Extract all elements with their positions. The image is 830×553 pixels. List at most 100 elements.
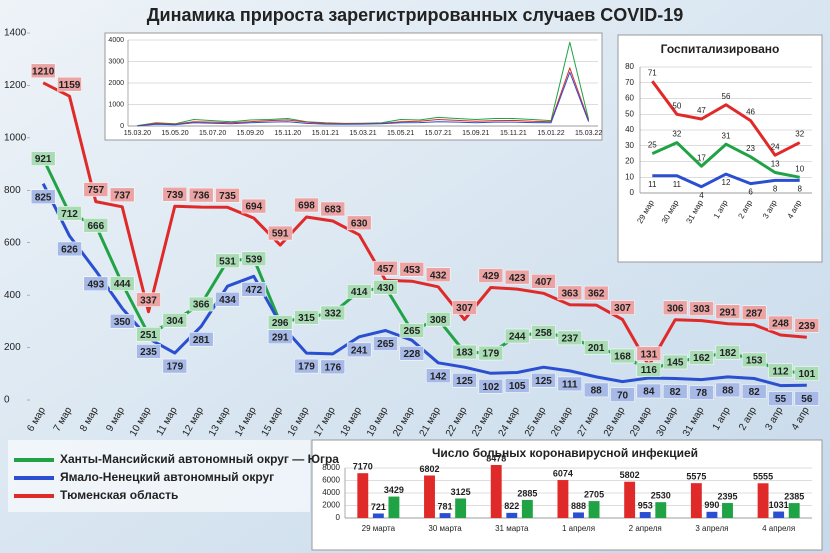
x-tick-label: 31 марта <box>495 524 529 533</box>
label-bg <box>557 285 583 301</box>
label-bg <box>136 326 161 342</box>
data-label: 2885 <box>517 488 537 498</box>
bar <box>439 513 451 518</box>
label-bg <box>425 368 451 384</box>
y-tick-label: 70 <box>625 78 634 87</box>
x-tick-label: 15.03.22 <box>575 130 602 137</box>
label-bg <box>636 362 662 377</box>
y-tick-label: 20 <box>625 157 634 166</box>
legend-panel <box>8 440 310 512</box>
y-tick-label: 1000 <box>4 132 27 143</box>
data-label: 953 <box>638 500 653 510</box>
data-label: 444 <box>114 279 131 290</box>
label-bg <box>215 188 240 203</box>
data-label: 179 <box>166 362 183 373</box>
data-label: 11 <box>673 180 682 189</box>
x-tick-label: 15.07.20 <box>199 130 226 137</box>
bar <box>655 502 667 518</box>
label-bg <box>109 314 135 329</box>
x-tick-label: 15.01.21 <box>312 130 339 137</box>
data-label: 24 <box>771 142 780 151</box>
y-tick-label: 40 <box>625 125 634 134</box>
data-label: 153 <box>746 356 763 367</box>
label-bg <box>662 354 688 370</box>
y-tick-label: 30 <box>625 141 634 150</box>
label-bg <box>689 385 714 400</box>
data-label: 362 <box>588 289 605 300</box>
data-label: 825 <box>35 192 52 203</box>
data-label: 84 <box>643 387 655 398</box>
x-tick-label: 4 апреля <box>762 524 795 533</box>
x-tick-label: 3 апреля <box>695 524 728 533</box>
data-label: 11 <box>648 180 657 189</box>
x-tick-label: 15.05.20 <box>161 130 188 137</box>
label-bg <box>610 300 635 315</box>
series-line <box>652 172 800 189</box>
data-label: 47 <box>697 106 706 115</box>
label-bg <box>715 345 741 360</box>
data-label: 2385 <box>784 491 804 501</box>
y-tick-label: 600 <box>4 237 21 248</box>
label-bg <box>531 274 556 289</box>
data-label: 10 <box>795 164 804 173</box>
data-label: 183 <box>456 348 473 359</box>
label-bg <box>794 318 820 333</box>
data-label: 6802 <box>419 464 439 474</box>
data-label: 31 <box>722 131 731 140</box>
y-tick-label: 60 <box>625 94 634 103</box>
label-bg <box>610 387 635 402</box>
data-label: 739 <box>166 190 183 201</box>
label-bg <box>188 332 214 347</box>
data-label: 337 <box>140 295 157 306</box>
chart-title: Число больных коронавирусной инфекцией <box>432 446 698 460</box>
legend-label: Тюменская область <box>60 488 178 502</box>
x-tick-label: 15.03.20 <box>124 130 151 137</box>
label-bg <box>136 292 161 307</box>
label-bg <box>320 305 346 321</box>
data-label: 1210 <box>32 66 55 77</box>
data-label: 296 <box>272 318 289 329</box>
series-line <box>42 81 807 368</box>
y-tick-label: 4000 <box>108 37 124 44</box>
bar <box>506 512 518 518</box>
label-bg <box>109 187 135 203</box>
data-label: 82 <box>749 387 761 398</box>
data-label: 111 <box>562 380 578 391</box>
data-label: 721 <box>371 502 386 512</box>
data-label: 434 <box>219 295 236 306</box>
label-bg <box>504 378 530 393</box>
data-label: 201 <box>588 343 605 354</box>
label-bg <box>399 345 425 361</box>
bar <box>490 465 502 518</box>
label-bg <box>346 215 372 231</box>
data-label: 363 <box>561 288 578 299</box>
label-bg <box>373 260 398 276</box>
bar <box>455 498 467 518</box>
data-label: 179 <box>298 362 315 373</box>
x-tick-label: 15.11.21 <box>500 130 527 137</box>
legend-label: Ямало-Ненецкий автономный округ <box>60 470 274 484</box>
label-bg <box>504 328 530 344</box>
label-bg <box>557 330 583 346</box>
data-label: 2395 <box>717 491 737 501</box>
data-label: 5575 <box>686 472 706 482</box>
label-bg <box>452 300 477 315</box>
x-tick-label: 15.07.21 <box>425 130 452 137</box>
label-bg <box>373 280 398 295</box>
data-label: 291 <box>719 307 736 318</box>
data-label: 235 <box>140 347 157 358</box>
data-label: 414 <box>351 287 368 298</box>
x-tick-label: 15.05.21 <box>387 130 414 137</box>
label-bg <box>557 376 583 392</box>
data-label: 757 <box>87 185 104 196</box>
x-tick-label: 15.09.20 <box>237 130 264 137</box>
label-bg <box>636 383 662 399</box>
data-label: 8 <box>797 185 802 194</box>
data-label: 4 <box>699 191 704 200</box>
x-tick-label: 15.03.21 <box>349 130 376 137</box>
bar <box>588 501 600 518</box>
data-label: 1031 <box>769 500 789 510</box>
data-label: 457 <box>377 264 394 275</box>
data-label: 630 <box>351 218 368 229</box>
y-tick-label: 10 <box>625 172 634 181</box>
